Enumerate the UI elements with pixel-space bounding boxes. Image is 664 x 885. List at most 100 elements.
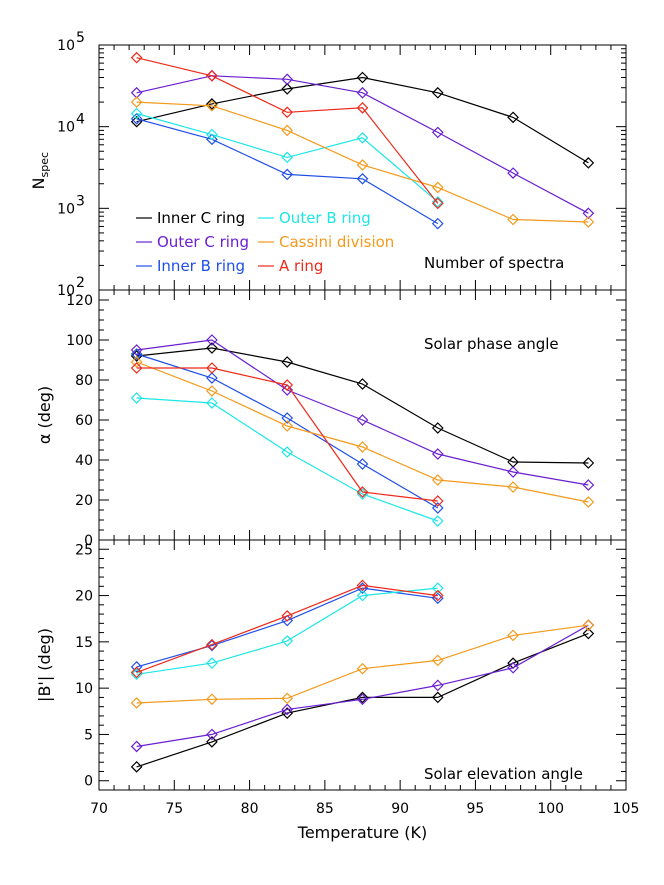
data-point-marker [206,385,218,397]
data-point-marker [431,691,444,704]
legend-label: Outer B ring [279,209,371,227]
data-point-marker [356,691,369,704]
data-point-marker [281,692,294,705]
series-line [136,361,589,503]
y-tick-label: 10 [75,681,93,697]
y-axis-title: N [29,178,48,190]
series-outer-c-ring [130,334,595,491]
data-point-marker [356,101,369,114]
y-tick-label: 0 [84,774,93,790]
data-point-marker [130,350,143,362]
series-cassini-division [130,356,595,508]
series-line [136,101,589,223]
data-point-marker [431,181,444,194]
data-point-marker [356,662,369,675]
panel-label: Solar elevation angle [424,765,583,783]
legend-item: Inner C ring [136,209,245,227]
data-point-marker [431,582,444,594]
series-inner-c-ring [130,71,595,169]
data-point-marker [582,627,595,640]
series-line [136,112,439,203]
data-point-marker [431,502,444,514]
data-point-marker [206,638,218,651]
x-tick-label: 70 [90,801,108,817]
y-tick-label: 10 [57,283,75,299]
data-point-marker [431,217,444,230]
series-a-ring [130,579,444,679]
series-inner-b-ring [130,112,444,230]
data-point-marker [206,334,218,346]
series-a-ring [130,51,444,210]
legend: Inner C ring Outer B ring Outer C ring Cass… [136,209,394,275]
legend-label: Inner B ring [157,257,245,275]
data-point-marker [206,657,218,669]
y-tick-label: 5 [84,727,93,743]
y-tick-exponent: 3 [76,193,85,209]
series-outer-c-ring [130,69,595,220]
data-point-marker [356,159,369,171]
data-point-marker [206,128,218,141]
data-point-marker [281,106,294,119]
data-point-marker [582,207,595,220]
x-tick-label: 80 [241,801,259,817]
data-point-marker [206,728,218,741]
y-tick-label: 10 [57,120,75,136]
data-point-marker [356,86,369,99]
legend-item: Cassini division [258,233,394,251]
data-point-marker [281,379,294,391]
data-point-marker [130,344,143,356]
data-point-marker [431,495,444,507]
data-point-marker [206,693,218,706]
data-point-marker [206,397,218,409]
data-point-marker [281,384,294,396]
data-point-marker [281,412,294,424]
data-point-marker [507,481,519,493]
y-tick-label: 10 [57,201,75,217]
x-tick-label: 90 [391,801,409,817]
data-point-marker [281,168,294,181]
data-point-marker [507,466,519,478]
series-cassini-division [130,96,595,228]
data-point-marker [356,414,369,426]
data-point-marker [281,614,294,627]
data-point-marker [281,446,294,458]
data-point-marker [281,356,294,368]
series-line [136,587,438,675]
series-outer-c-ring [130,619,595,753]
y-tick-label: 120 [66,293,93,309]
x-tick-label: 85 [316,801,334,817]
data-point-marker [507,167,519,179]
data-point-marker [431,654,444,667]
data-point-marker [130,362,143,374]
data-point-marker [431,422,444,434]
panel-solar-phase-angle: 0 20 40 60 80 100 120 α (deg) Solar phase angle [35,289,627,549]
y-tick-label: 80 [75,373,93,389]
data-point-marker [130,668,143,681]
data-point-marker [130,112,143,125]
y-axis-title: α (deg) [35,386,54,444]
data-point-marker [431,679,444,692]
data-point-marker [507,629,519,642]
data-point-marker [281,151,294,164]
data-point-marker [356,378,369,390]
data-point-marker [582,496,595,508]
x-tick-label: 100 [537,801,564,817]
data-point-marker [130,697,143,709]
plot-frame [98,539,627,791]
y-tick-exponent: 4 [76,112,85,128]
y-tick-label: 15 [75,635,93,651]
data-point-marker [507,213,519,226]
data-point-marker [206,133,218,146]
series-line [136,397,439,522]
series-line [136,57,439,204]
data-point-marker [130,348,143,360]
data-point-marker [206,342,218,354]
data-point-marker [356,486,369,498]
series-line [136,367,438,502]
data-point-marker [130,51,143,64]
series-line [136,584,438,673]
y-tick-label: 100 [66,333,93,349]
y-tick-label: 40 [75,453,93,469]
